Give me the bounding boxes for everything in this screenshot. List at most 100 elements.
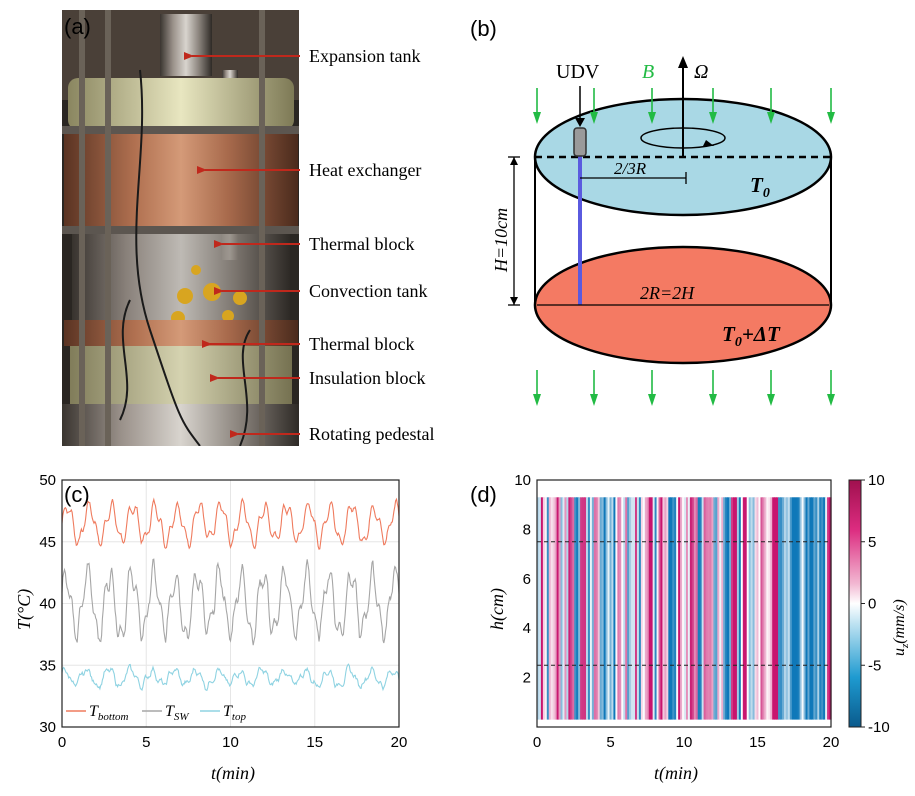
heatmap-stripe [770,497,773,720]
chart-c-xtick: 5 [142,734,150,751]
heatmap-stripe [797,497,801,720]
heatmap-stripe [578,497,581,720]
field-arrow-bottom-2 [648,370,656,406]
heatmap-stripe [636,497,640,720]
series-T_top [61,663,400,692]
chart-c-frame [61,479,400,728]
heatmap-stripe [609,497,613,720]
panel-label-a: (a) [64,14,91,39]
heatmap-stripe [662,497,665,720]
legend-t-bottom: Tbottom [89,703,129,723]
panel-d-heatmap: 0 5 10 15 20 2 4 6 8 10 t(min) h(cm) -10 -5 0 5 10 uz… [487,472,911,784]
heatmap-stripe [574,497,577,720]
chart-d-ytick: 2 [523,670,531,687]
heatmap-stripe [631,497,634,720]
heatmap-stripe [774,497,777,720]
heatmap-stripe [768,497,771,720]
height-label: H=10cm [491,208,511,273]
field-arrow-bottom-4 [767,370,775,406]
heatmap-stripe [650,497,654,720]
heatmap-stripe [570,497,573,720]
colorbar-tick: 10 [868,472,885,489]
heatmap-stripe [793,497,797,720]
heatmap-stripe [697,497,701,720]
chart-c-legend: Tbottom TSW Ttop [66,703,246,723]
heatmap-stripe [605,497,609,720]
diameter-label: 2R=2H [640,283,695,303]
heatmap-stripe [809,497,812,720]
udv-label: UDV [556,61,600,83]
colorbar-tick: 5 [868,534,876,551]
heatmap-stripe [827,497,830,720]
heatmap-stripe [670,497,673,720]
field-arrow-top-3 [709,88,717,124]
heatmap-stripe [823,497,826,720]
heatmap-stripe [733,497,736,720]
heatmap-stripe [601,497,605,720]
chart-d-ytick: 6 [523,571,531,588]
heatmap-stripe [685,497,689,720]
field-arrow-bottom-5 [827,370,835,406]
expansion-tank-shape [160,14,212,76]
heatmap-stripe [660,497,664,720]
heatmap-stripe [689,497,693,720]
heatmap-stripe [540,497,544,720]
heatmap-stripe [762,497,765,720]
heatmap-stripe [758,497,762,720]
heatmap-stripe [652,497,656,720]
chart-d-xtick: 0 [533,734,541,751]
heatmap-stripe [803,497,807,720]
heatmap-stripe [587,497,591,720]
heatmap-stripe [780,497,783,720]
label-heat-exchanger: Heat exchanger [309,160,421,180]
heatmap-stripe [740,497,744,720]
heatmap-stripe [582,497,585,720]
chart-c-series [61,497,400,692]
heatmap-stripe [699,497,703,720]
heatmap-stripe [682,497,685,720]
heatmap-stripe [760,497,763,720]
chart-c-ytick: 50 [39,472,56,489]
heatmap-stripe [558,497,562,720]
colorbar [848,479,862,728]
field-arrow-bottom-0 [533,370,541,406]
heatmap-stripe [538,497,542,720]
heatmap-stripe [664,497,667,720]
colorbar-tick: 0 [868,596,876,613]
label-rotating-pedestal: Rotating pedestal [309,424,434,444]
heatmap-stripe [772,497,775,720]
panel-a-photo [62,10,299,446]
heatmap-stripe [738,497,742,720]
heatmap-stripe [589,497,593,720]
heatmap-stripe [782,497,785,720]
field-arrow-bottom-3 [709,370,717,406]
chart-c-ytick: 40 [39,596,56,613]
label-convection-tank: Convection tank [309,281,427,301]
panel-b-schematic: UDV B Ω 2/3R H=10cm 2R=2H T0 T0+ΔT [491,56,835,406]
chart-c-ticks: 0 5 10 15 20 30 35 40 45 50 [39,472,407,751]
heatmap-stripe [642,497,646,720]
photo-annotations: Expansion tank Heat exchanger Thermal bl… [184,46,434,444]
heatmap-stripe [819,497,822,720]
heatmap-stripe [829,497,832,720]
chart-c-ylabel: T(°C) [14,589,35,630]
heatmap-stripe [544,497,548,720]
heatmap-stripe [597,497,601,720]
heatmap-stripe [656,497,660,720]
heatmap-stripe [676,497,679,720]
heatmap-stripe [709,497,713,720]
heatmap-stripe [615,497,618,720]
heatmap-stripe [707,497,711,720]
heatmap-stripe [564,497,567,720]
heatmap-stripe [687,497,691,720]
heatmap-stripe [785,497,789,720]
heatmap-stripe [646,497,650,720]
chart-c-xtick: 0 [58,734,66,751]
heatmap-stripe [807,497,811,720]
heatmap-stripe [729,497,732,720]
field-arrow-top-5 [827,88,835,124]
field-arrow-top-4 [767,88,775,124]
omega-label: Ω [694,61,708,83]
colorbar-tick: -5 [868,657,881,674]
